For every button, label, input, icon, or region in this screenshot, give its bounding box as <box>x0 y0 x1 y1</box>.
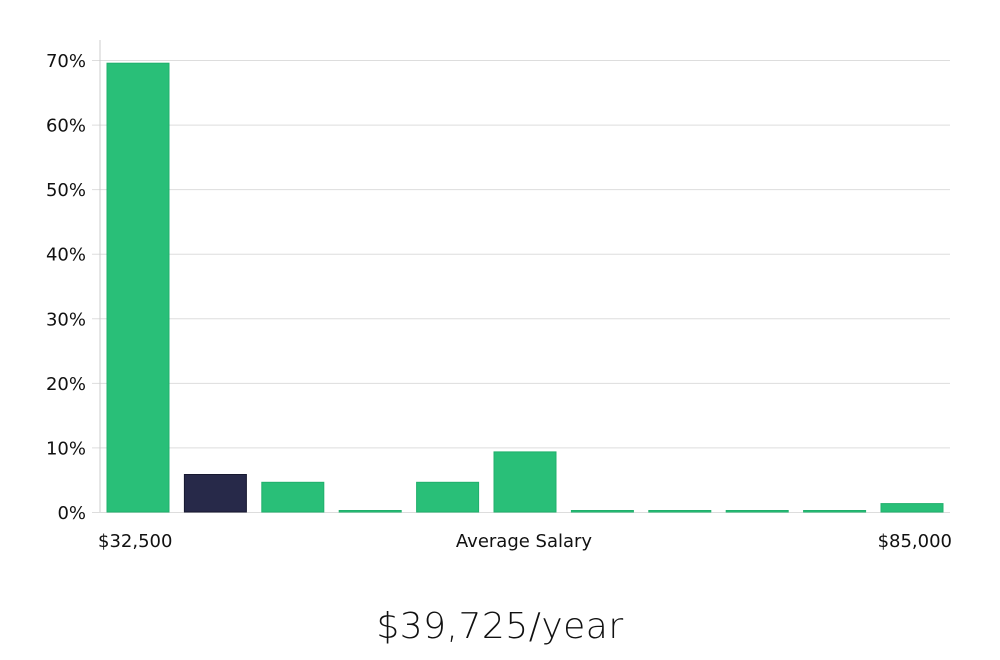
y-tick-label: 50% <box>46 180 86 201</box>
y-axis: 0% 10% 20% 30% 40% 50% 60% 70% <box>46 40 101 524</box>
bar <box>493 451 557 513</box>
bar <box>880 503 944 513</box>
bar <box>725 510 789 513</box>
x-axis: $32,500 Average Salary $85,000 <box>98 531 952 552</box>
x-end-label: $85,000 <box>878 531 952 552</box>
bar <box>261 481 325 513</box>
y-tick-label: 20% <box>46 374 86 395</box>
y-tick-label: 40% <box>46 245 86 266</box>
bar <box>338 510 402 513</box>
bar <box>648 510 712 513</box>
bar <box>570 510 634 513</box>
y-tick-label: 60% <box>46 116 86 137</box>
bar <box>416 481 480 513</box>
x-start-label: $32,500 <box>98 531 172 552</box>
y-tick-label: 10% <box>46 438 86 459</box>
x-axis-title: Average Salary <box>456 531 593 552</box>
average-salary-value: $39,725/year <box>376 606 624 647</box>
bar-highlighted <box>183 474 247 513</box>
y-tick-label: 70% <box>46 51 86 72</box>
gridlines <box>92 60 950 513</box>
y-tick-label: 30% <box>46 309 86 330</box>
bars <box>106 62 944 513</box>
bar <box>803 510 867 513</box>
salary-histogram: 0% 10% 20% 30% 40% 50% 60% 70% $32,500 Average … <box>46 40 952 552</box>
bar <box>106 62 170 513</box>
y-tick-label: 0% <box>57 503 86 524</box>
